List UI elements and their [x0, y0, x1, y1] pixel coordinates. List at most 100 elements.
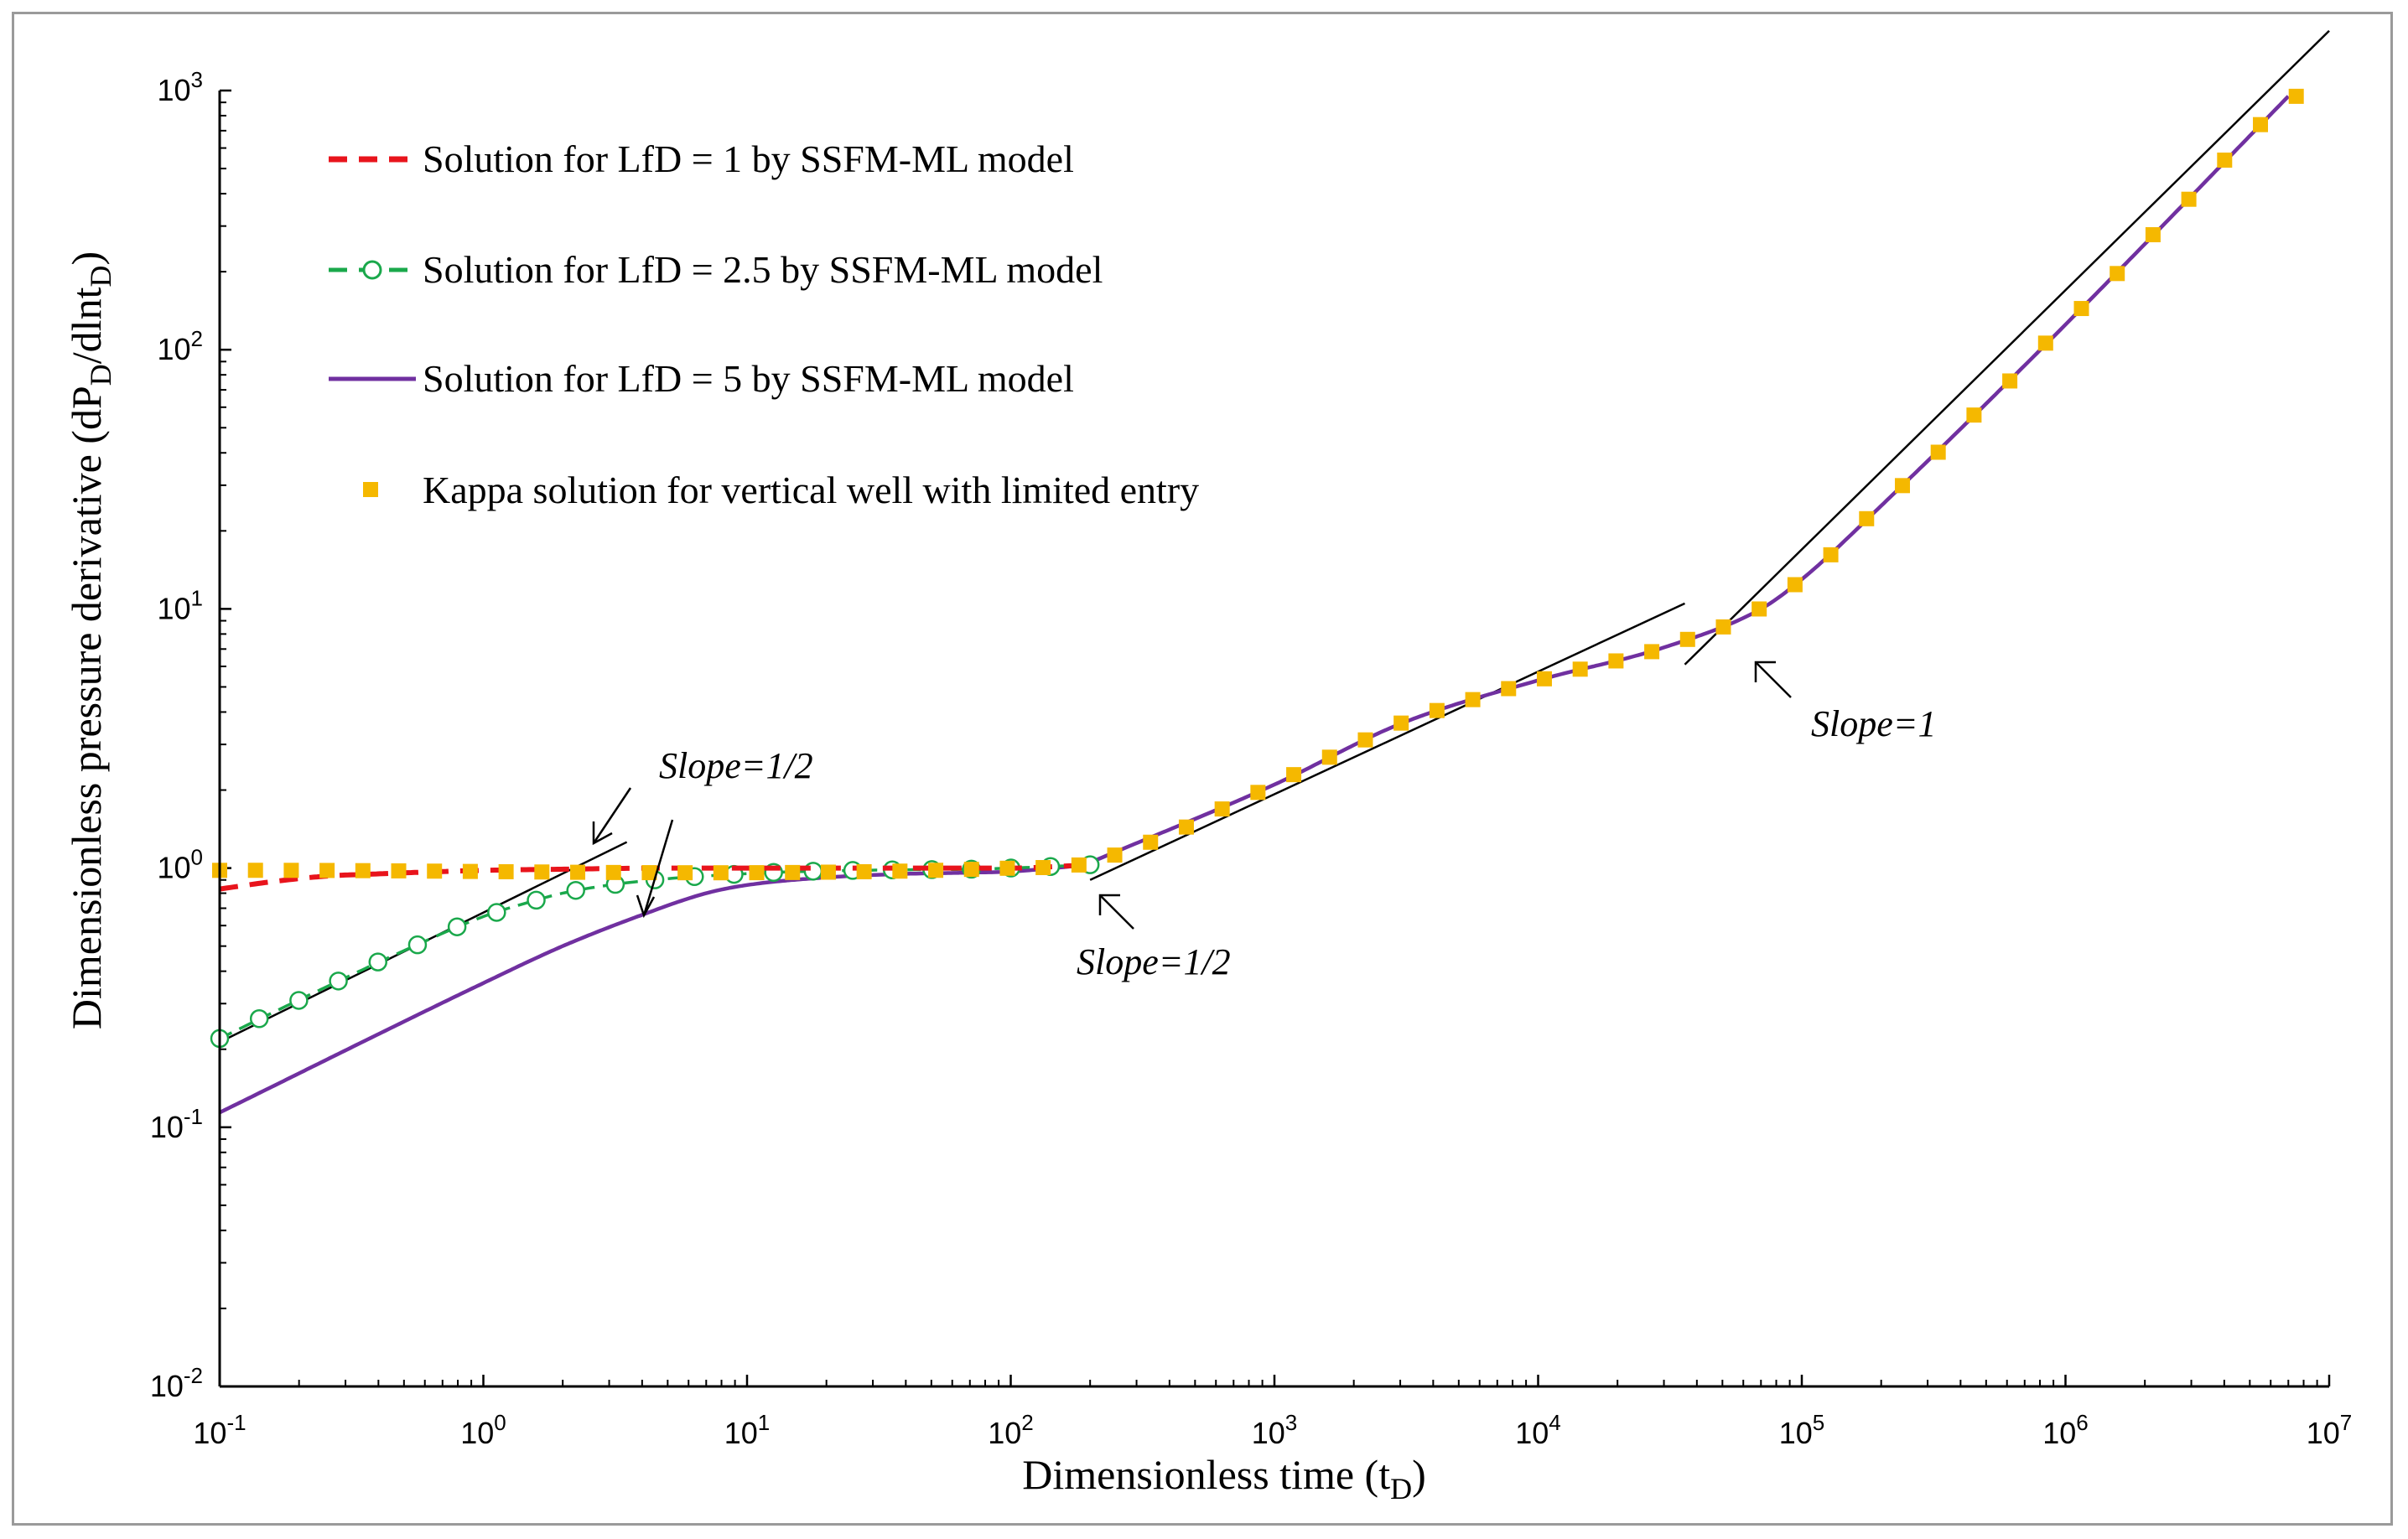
series-kappa-square-marker: [570, 864, 586, 880]
annotation-arrow-slope-one: [1754, 661, 1792, 698]
series-kappa-square-marker: [1536, 671, 1552, 687]
x-axis-title: Dimensionless time (tD): [1022, 1451, 1426, 1505]
series-kappa-square-marker: [1465, 692, 1481, 707]
y-tick-label: 103: [157, 67, 203, 107]
series-kappa-square-marker: [2110, 266, 2125, 282]
legend: Solution for LfD = 1 by SSFM-ML model So…: [329, 137, 1199, 511]
series-lfd5-line: [219, 863, 1091, 1115]
axes: [218, 91, 2329, 1388]
x-tick-label: 104: [1515, 1410, 1561, 1450]
y-tick-label: 102: [157, 326, 203, 366]
series-lfd2-5-circle-marker: [289, 991, 309, 1010]
series-kappa-square-marker: [1250, 785, 1266, 801]
series-kappa-square-marker: [355, 863, 371, 878]
series-kappa-square-marker: [785, 864, 801, 880]
series-kappa-square-marker: [2181, 191, 2197, 207]
series-kappa-square-marker: [1894, 478, 1910, 494]
series-lfd2-5-circle-marker: [566, 880, 585, 900]
series-kappa-square-marker: [427, 863, 443, 879]
series-lfd2-5-circle-marker: [368, 952, 388, 972]
y-tick-label: 101: [157, 585, 203, 625]
chart-frame: [12, 12, 2393, 1526]
series-lfd2-5-circle-marker: [249, 1009, 269, 1029]
series-kappa-square-marker: [1752, 601, 1767, 617]
x-tick-label: 102: [988, 1410, 1034, 1450]
annotation-slope-one: Slope=1: [1811, 703, 1936, 744]
legend-item-lfd2-5: Solution for LfD = 2.5 by SSFM-ML model: [329, 248, 1103, 291]
series-kappa-square-marker: [1071, 857, 1087, 873]
y-tick-label: 100: [157, 845, 203, 885]
series-kappa-square-marker: [534, 864, 550, 880]
slope-one-reference-line: [1684, 29, 2330, 666]
series-kappa-square-marker: [605, 864, 621, 880]
series-lfd2-5-line: [219, 863, 1091, 1040]
series-lfd2-5-circle-marker: [803, 862, 823, 881]
series-kappa-square-marker: [1644, 644, 1660, 660]
x-tick-label: 10-1: [193, 1410, 246, 1450]
series-kappa-square-marker: [1787, 577, 1803, 593]
series-kappa-square-marker: [641, 865, 657, 881]
legend-item-lfd5: Solution for LfD = 5 by SSFM-ML model: [329, 357, 1074, 400]
series-kappa-square-marker: [1930, 444, 1946, 460]
series-kappa-square-marker: [391, 863, 407, 878]
x-tick-label: 106: [2042, 1410, 2089, 1450]
legend-swatch-yellow-square-icon: [363, 482, 378, 497]
annotation-slope-half-mid: Slope=1/2: [1077, 941, 1231, 982]
series-kappa-square-marker: [1608, 653, 1624, 669]
series-kappa-square-marker: [1143, 834, 1159, 850]
series-kappa-square-marker: [1393, 715, 1409, 731]
series-kappa-square-marker: [1286, 767, 1302, 783]
series-kappa-square-marker: [820, 864, 836, 880]
annotation-arrow-early-1: [592, 787, 632, 846]
legend-label-lfd5: Solution for LfD = 5 by SSFM-ML model: [423, 357, 1074, 400]
x-tick-label: 107: [2307, 1410, 2353, 1450]
x-tick-label: 101: [724, 1410, 771, 1450]
legend-label-kappa: Kappa solution for vertical well with li…: [423, 469, 1199, 511]
annotation-arrow-early-2: [636, 819, 674, 919]
series-kappa-square-marker: [462, 863, 478, 879]
series-kappa-square-marker: [2037, 335, 2053, 351]
series-kappa-square-marker: [2002, 373, 2018, 389]
series-kappa-square-marker: [999, 860, 1015, 876]
series-kappa-square-marker: [1178, 819, 1194, 835]
data-series: [210, 88, 2304, 1115]
y-axis-title: Dimensionless pressure derivative (dPD/d…: [63, 251, 117, 1029]
legend-label-lfd2-5: Solution for LfD = 2.5 by SSFM-ML model: [423, 248, 1103, 291]
series-lfd2-5-circle-marker: [527, 890, 546, 910]
series-kappa-square-marker: [856, 863, 872, 879]
series-kappa-square-marker: [1357, 732, 1373, 748]
series-kappa-square-marker: [963, 862, 979, 878]
legend-swatch-green-circle-icon: [362, 260, 382, 280]
legend-label-lfd1: Solution for LfD = 1 by SSFM-ML model: [423, 137, 1074, 180]
y-tick-label: 10-1: [150, 1104, 203, 1144]
reference-slope-lines: [219, 29, 2330, 1044]
series-kappa-square-marker: [1035, 860, 1051, 876]
slope-half-reference-line-mid: [1089, 602, 1685, 881]
tick-labels: 10-1 100 101 102 103 104 105 106 107 10-2 10-1 100 1…: [150, 67, 2352, 1450]
series-kappa-square-marker: [1715, 619, 1731, 635]
series-kappa-square-marker: [1823, 547, 1839, 562]
series-lfd2-5-circle-marker: [329, 972, 348, 991]
y-tick-label: 10-2: [150, 1363, 203, 1403]
series-kappa-square-marker: [319, 863, 335, 878]
series-kappa-square-marker: [1429, 702, 1445, 718]
annotation-arrow-mid: [1098, 894, 1134, 930]
series-kappa-square-marker: [1572, 661, 1588, 677]
series-kappa-square-marker: [283, 863, 299, 878]
series-kappa-square-marker: [1214, 801, 1230, 817]
series-late-time-line: [1089, 95, 2290, 865]
legend-item-kappa: Kappa solution for vertical well with li…: [363, 469, 1199, 511]
series-kappa-square-marker: [1321, 749, 1337, 765]
series-lfd2-5-circle-marker: [407, 935, 428, 955]
series-kappa-square-marker: [2288, 88, 2304, 104]
series-kappa-square-marker: [1679, 631, 1695, 647]
annotations: Slope=1/2 Slope=1/2 Slope=1: [592, 661, 1936, 982]
series-kappa-square-marker: [677, 865, 693, 881]
series-kappa-square-marker: [892, 863, 908, 879]
series-kappa-square-marker: [2253, 117, 2269, 132]
x-tick-label: 105: [1779, 1410, 1825, 1450]
series-kappa-square-marker: [1859, 510, 1875, 526]
series-lfd2-5-circle-marker: [447, 917, 467, 936]
series-kappa-square-marker: [928, 863, 944, 878]
